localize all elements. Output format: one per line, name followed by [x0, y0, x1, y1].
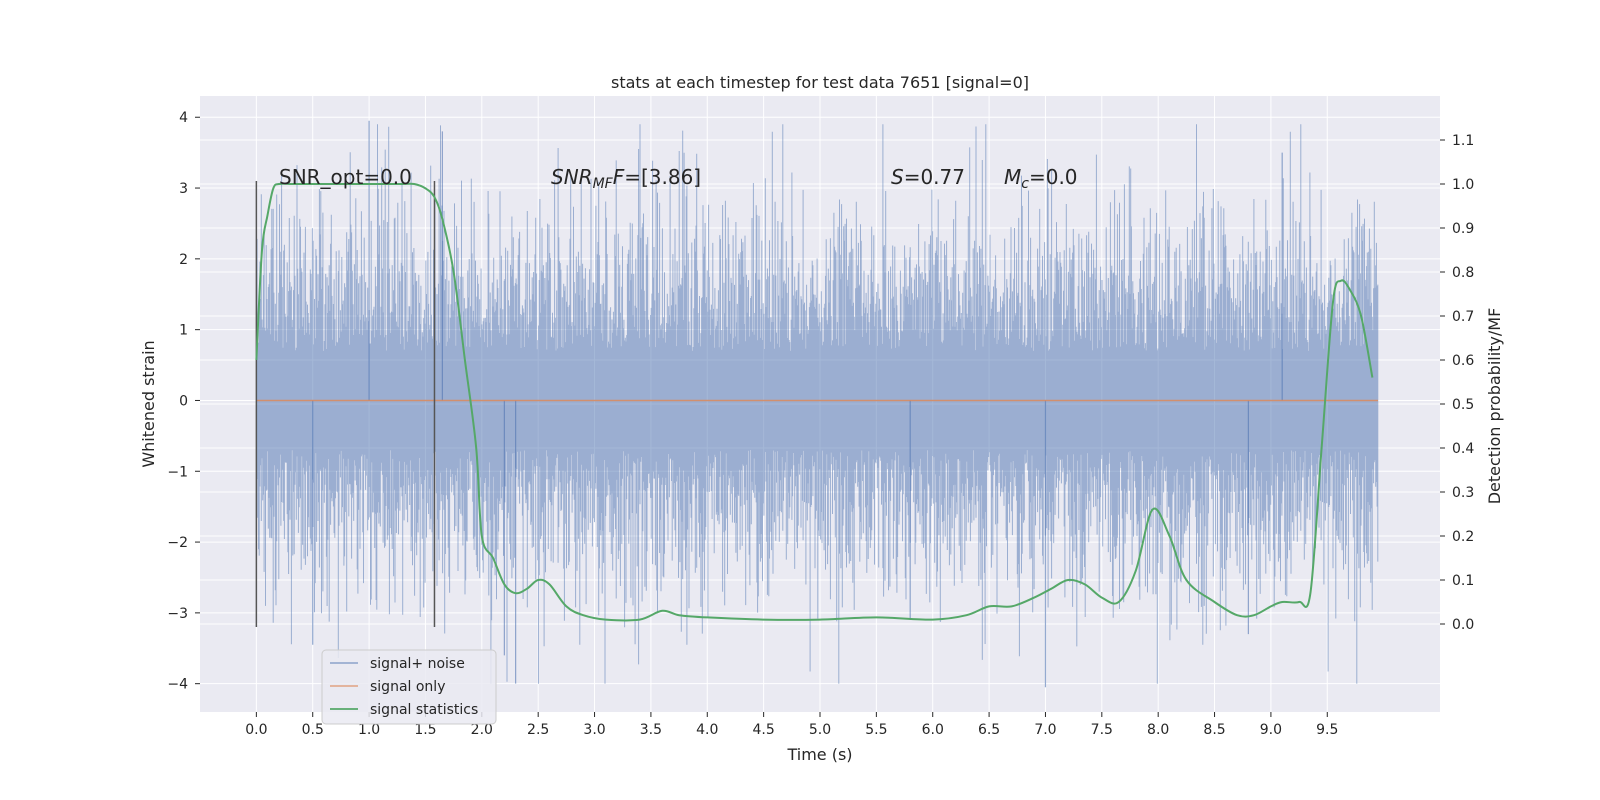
y2-tick-label: 1.1 — [1452, 133, 1474, 149]
y2-tick-label: 0.8 — [1452, 265, 1474, 281]
x-tick-label: 5.0 — [809, 722, 831, 738]
y2-tick-label: 0.5 — [1452, 397, 1474, 413]
y2-tick-label: 0.7 — [1452, 309, 1474, 325]
y2-tick-label: 0.4 — [1452, 441, 1474, 457]
y2-tick-label: 0.3 — [1452, 485, 1474, 501]
legend-label-stats: signal statistics — [370, 702, 478, 718]
x-tick-label: 4.5 — [753, 722, 775, 738]
x-tick-label: 3.0 — [583, 722, 605, 738]
x-tick-label: 1.0 — [358, 722, 380, 738]
y2-tick-label: 0.1 — [1452, 573, 1474, 589]
x-tick-label: 2.0 — [471, 722, 493, 738]
legend-box — [321, 649, 497, 725]
y-tick-label: −4 — [167, 677, 188, 693]
snr-mf-main: SNR — [551, 165, 593, 189]
x-tick-label: 6.5 — [978, 722, 1000, 738]
x-tick-label: 9.0 — [1260, 722, 1282, 738]
stats-series — [255, 182, 1374, 622]
snr-mf-sub: MF — [593, 176, 614, 192]
x-tick-label: 8.5 — [1203, 722, 1225, 738]
y2-tick-label: 0.0 — [1452, 617, 1474, 633]
x-tick-label: 9.5 — [1316, 722, 1338, 738]
y-tick-label: −3 — [167, 606, 188, 622]
y2-tick-label: 0.2 — [1452, 529, 1474, 545]
x-tick-label: 4.0 — [696, 722, 718, 738]
y2-ticks: 1.1 1.0 0.9 0.8 0.7 0.6 0.5 0.4 0.3 0.2 0.1 0.0 — [1440, 133, 1474, 633]
x-tick-label: 7.0 — [1034, 722, 1056, 738]
x-tick-label: 8.0 — [1147, 722, 1169, 738]
x-tick-label: 3.5 — [640, 722, 662, 738]
y-tick-label: −1 — [167, 464, 188, 480]
y-tick-label: 4 — [179, 110, 188, 126]
x-tick-label: 2.5 — [527, 722, 549, 738]
legend-label-signal: signal only — [370, 679, 445, 695]
y2-tick-label: 0.6 — [1452, 353, 1474, 369]
marker-lines — [255, 180, 436, 628]
y2-tick-label: 1.0 — [1452, 177, 1474, 193]
y2-axis-label: Detection probability/MF — [1485, 308, 1504, 505]
x-tick-label: 0.5 — [302, 722, 324, 738]
snr-mf-val: =[3.86] — [624, 165, 701, 189]
mc-sub: c — [1021, 176, 1029, 192]
x-tick-label: 7.5 — [1091, 722, 1113, 738]
y-tick-label: 2 — [179, 252, 188, 268]
annotation-snr-mf: SNRMFF=[3.86] — [551, 165, 701, 192]
legend-label-noise: signal+ noise — [370, 656, 465, 672]
legend: signal+ noise signal only signal statist… — [321, 649, 497, 725]
y-tick-label: 1 — [179, 323, 188, 339]
y2-tick-label: 0.9 — [1452, 221, 1474, 237]
annotation-mc: Mc=0.0 — [1004, 165, 1078, 192]
x-axis-label: Time (s) — [786, 745, 852, 764]
s-main: S — [891, 165, 904, 189]
mc-main: M — [1004, 165, 1021, 189]
y-tick-label: 3 — [179, 181, 188, 197]
snr-mf-f: F — [613, 165, 625, 189]
s-val: =0.77 — [904, 165, 965, 189]
y-tick-label: 0 — [179, 393, 188, 409]
mc-val: =0.0 — [1029, 165, 1078, 189]
annotation-snr-opt: SNR_opt=0.0 — [279, 165, 412, 189]
stats-line — [255, 182, 1374, 622]
x-ticks: 0.0 0.5 1.0 1.5 2.0 2.5 3.0 3.5 4.0 4.5 5.0 5.5 6.0 6… — [245, 712, 1338, 738]
noise-series — [255, 120, 1379, 688]
chart-title: stats at each timestep for test data 765… — [611, 73, 1029, 92]
y-ticks: 4 3 2 1 0 −1 −2 −3 −4 — [167, 110, 200, 693]
y-axis-label: Whitened strain — [139, 340, 158, 467]
annotation-s: S=0.77 — [891, 165, 965, 189]
x-tick-label: 5.5 — [865, 722, 887, 738]
x-tick-label: 0.0 — [245, 722, 267, 738]
x-tick-label: 1.5 — [414, 722, 436, 738]
y-tick-label: −2 — [167, 535, 188, 551]
x-tick-label: 6.0 — [922, 722, 944, 738]
